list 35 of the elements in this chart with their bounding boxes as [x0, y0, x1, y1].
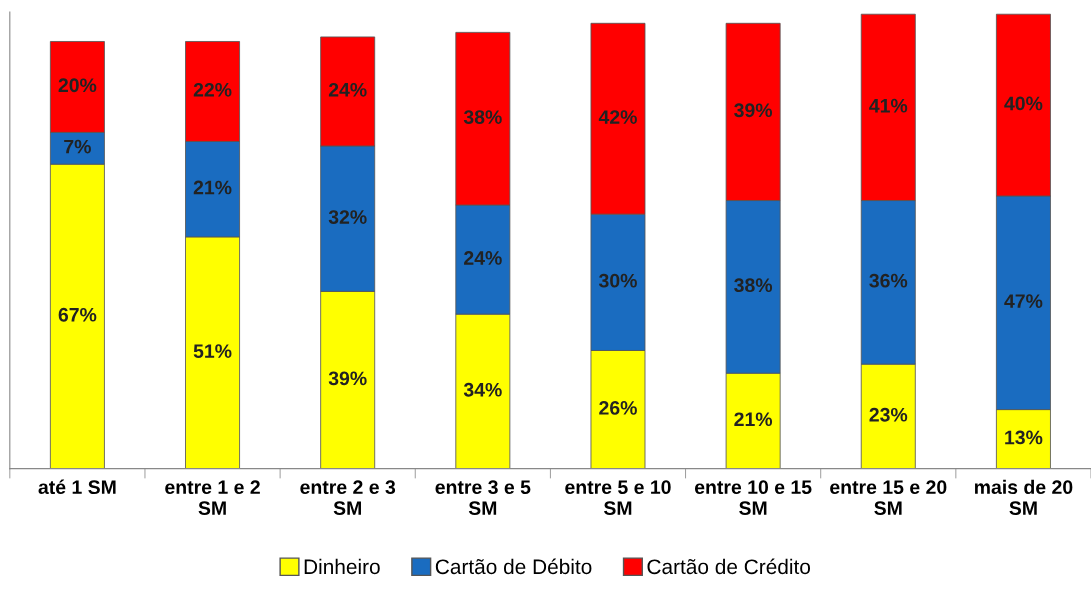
data-label: 24% [328, 82, 367, 97]
data-label: 39% [328, 371, 367, 386]
x-tick-label: entre 10 e 15 SM [694, 480, 812, 515]
data-label: 42% [598, 110, 637, 124]
data-label: 24% [464, 251, 502, 265]
data-label: 51% [193, 344, 232, 358]
data-label: 41% [869, 98, 908, 113]
data-label: 26% [599, 401, 637, 415]
data-label: 38% [463, 110, 502, 124]
data-label: 38% [734, 278, 773, 293]
data-label: 34% [463, 382, 502, 397]
data-label: 13% [1005, 430, 1043, 445]
legend-label: Dinheiro [304, 558, 380, 575]
data-label: 7% [64, 139, 91, 154]
x-tick-label: entre 2 e 3 SM [300, 480, 396, 515]
data-label: 40% [1004, 96, 1043, 111]
legend-label: Cartão de Crédito [647, 558, 811, 575]
data-label: 32% [328, 210, 367, 224]
data-label: 22% [193, 82, 232, 97]
x-tick-label: entre 1 e 2 SM [165, 480, 260, 515]
x-tick-label: até 1 SM [38, 479, 116, 495]
data-label: 23% [869, 407, 908, 422]
data-label: 67% [58, 307, 97, 322]
x-tick-label: entre 15 e 20 SM [830, 480, 947, 515]
data-label: 20% [58, 78, 97, 93]
data-label: 21% [193, 180, 232, 195]
data-label: 30% [598, 273, 637, 288]
data-label: 39% [734, 103, 773, 118]
x-tick-label: entre 5 e 10 SM [565, 480, 671, 515]
data-label: 36% [869, 273, 908, 288]
x-tick-label: entre 3 e 5 SM [435, 480, 531, 515]
legend-label: Cartão de Débito [435, 558, 592, 575]
data-label: 47% [1004, 294, 1043, 308]
x-tick-label: mais de 20 SM [974, 479, 1073, 515]
data-label: 21% [734, 412, 773, 427]
